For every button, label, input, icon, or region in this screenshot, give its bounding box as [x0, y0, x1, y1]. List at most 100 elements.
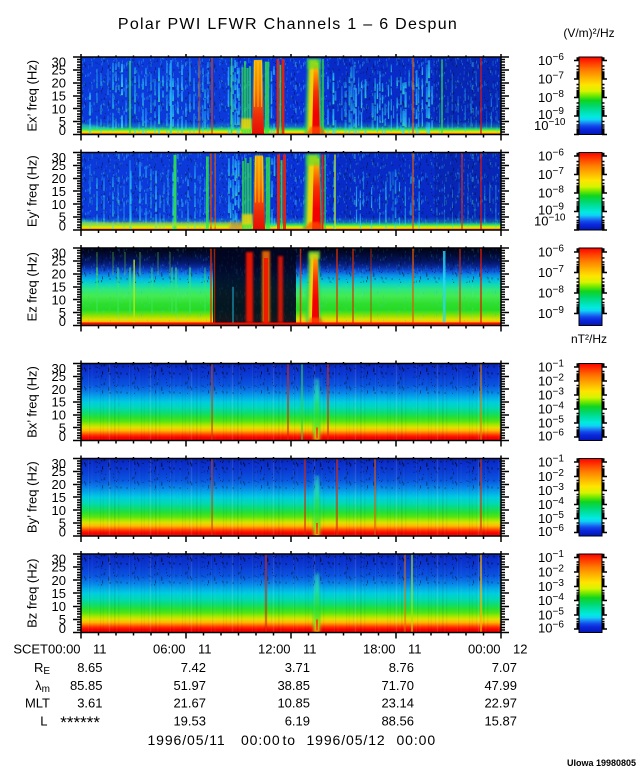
svg-text:25: 25	[52, 158, 66, 173]
svg-text:5: 5	[59, 210, 66, 225]
svg-text:−6: −6	[553, 428, 565, 439]
svg-text:06:00: 06:00	[153, 641, 186, 656]
svg-text:10: 10	[538, 511, 552, 526]
svg-text:30: 30	[52, 150, 66, 165]
svg-text:10: 10	[538, 149, 552, 164]
svg-text:10: 10	[538, 455, 552, 470]
svg-text:19.53: 19.53	[173, 714, 206, 729]
svg-text:0: 0	[59, 219, 66, 234]
svg-text:10: 10	[538, 245, 552, 260]
svg-text:10: 10	[538, 564, 552, 579]
svg-text:−6: −6	[553, 244, 565, 255]
svg-text:−3: −3	[553, 578, 565, 589]
svg-text:(V/m)²/Hz: (V/m)²/Hz	[563, 26, 614, 40]
svg-text:10: 10	[538, 593, 552, 608]
svg-text:−2: −2	[553, 373, 565, 384]
svg-text:10: 10	[538, 265, 552, 280]
svg-text:10: 10	[52, 503, 66, 518]
svg-text:10: 10	[538, 53, 552, 68]
svg-text:−7: −7	[553, 166, 565, 177]
svg-text:15: 15	[52, 490, 66, 505]
svg-text:00:00: 00:00	[48, 641, 81, 656]
svg-text:−5: −5	[553, 510, 565, 521]
svg-text:10: 10	[538, 186, 552, 201]
svg-text:10: 10	[538, 167, 552, 182]
svg-text:−9: −9	[553, 305, 565, 316]
svg-text:−4: −4	[553, 592, 565, 603]
svg-text:0: 0	[59, 123, 66, 138]
svg-text:−1: −1	[553, 454, 565, 465]
svg-text:25: 25	[52, 369, 66, 384]
svg-text:10: 10	[534, 214, 548, 229]
svg-text:5: 5	[59, 305, 66, 320]
svg-text:10: 10	[538, 429, 552, 444]
svg-text:10: 10	[538, 203, 552, 218]
svg-text:−2: −2	[553, 563, 565, 574]
svg-text:10: 10	[538, 72, 552, 87]
svg-text:−10: −10	[549, 213, 566, 224]
svg-text:00:00: 00:00	[241, 732, 281, 748]
svg-text:10: 10	[52, 599, 66, 614]
svg-text:23.14: 23.14	[381, 696, 414, 711]
svg-text:8.65: 8.65	[77, 660, 102, 675]
svg-text:10: 10	[538, 388, 552, 403]
svg-text:10: 10	[538, 621, 552, 636]
svg-text:11: 11	[93, 641, 107, 656]
svg-text:12: 12	[513, 641, 527, 656]
svg-text:5: 5	[59, 516, 66, 531]
svg-text:18:00: 18:00	[363, 641, 396, 656]
svg-text:15: 15	[52, 395, 66, 410]
svg-text:21.67: 21.67	[173, 696, 206, 711]
svg-text:25: 25	[52, 63, 66, 78]
svg-text:25: 25	[52, 464, 66, 479]
svg-text:20: 20	[52, 477, 66, 492]
svg-text:20: 20	[52, 75, 66, 90]
svg-text:By’ freq (Hz): By’ freq (Hz)	[25, 461, 40, 533]
svg-text:−3: −3	[553, 482, 565, 493]
svg-text:−6: −6	[553, 52, 565, 63]
svg-text:0: 0	[59, 429, 66, 444]
svg-text:20: 20	[52, 382, 66, 397]
svg-text:30: 30	[52, 456, 66, 471]
svg-text:10: 10	[538, 107, 552, 122]
svg-text:Ez freq (Hz): Ez freq (Hz)	[25, 252, 40, 321]
svg-text:−10: −10	[549, 117, 566, 128]
svg-text:−4: −4	[553, 401, 565, 412]
svg-text:15: 15	[52, 184, 66, 199]
svg-text:Bx’ freq (Hz): Bx’ freq (Hz)	[25, 366, 40, 438]
svg-text:10: 10	[52, 407, 66, 422]
svg-text:5: 5	[59, 114, 66, 129]
svg-text:to: to	[283, 732, 296, 748]
svg-text:00:00: 00:00	[468, 641, 501, 656]
svg-text:10: 10	[538, 469, 552, 484]
svg-text:10: 10	[538, 90, 552, 105]
svg-text:−8: −8	[553, 89, 565, 100]
svg-text:nT²/Hz: nT²/Hz	[571, 332, 607, 346]
svg-text:3.71: 3.71	[285, 660, 310, 675]
svg-text:−8: −8	[553, 284, 565, 295]
svg-text:15: 15	[52, 279, 66, 294]
svg-text:SCET: SCET	[13, 641, 48, 656]
svg-text:10: 10	[538, 402, 552, 417]
svg-text:10: 10	[538, 524, 552, 539]
svg-text:10: 10	[538, 416, 552, 431]
svg-text:15: 15	[52, 88, 66, 103]
svg-text:10: 10	[52, 101, 66, 116]
svg-text:10: 10	[538, 483, 552, 498]
svg-text:10: 10	[534, 118, 548, 133]
svg-text:******: ******	[60, 713, 100, 732]
svg-text:38.85: 38.85	[277, 678, 310, 693]
svg-text:−5: −5	[553, 415, 565, 426]
svg-text:10: 10	[538, 550, 552, 565]
svg-text:10: 10	[538, 360, 552, 375]
svg-text:10: 10	[538, 607, 552, 622]
svg-text:Polar PWI LFWR Channels 1 – 6: Polar PWI LFWR Channels 1 – 6 Despun	[118, 16, 458, 33]
svg-text:5: 5	[59, 612, 66, 627]
svg-text:11: 11	[408, 641, 422, 656]
svg-text:7.07: 7.07	[492, 660, 517, 675]
svg-text:8.76: 8.76	[389, 660, 414, 675]
svg-text:5: 5	[59, 420, 66, 435]
svg-text:MLT: MLT	[25, 696, 50, 711]
svg-text:−2: −2	[553, 468, 565, 479]
svg-text:22.97: 22.97	[484, 696, 517, 711]
